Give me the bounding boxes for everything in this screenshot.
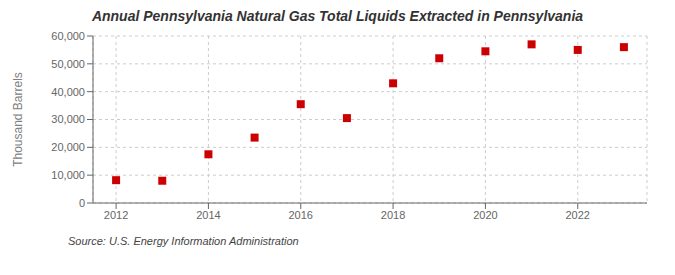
svg-text:2020: 2020: [473, 209, 497, 221]
svg-text:2016: 2016: [289, 209, 313, 221]
html-text:Source: U.S. Energy Informatio: Source: U.S. Energy Information Administ…: [68, 235, 299, 247]
svg-text:10,000: 10,000: [51, 169, 85, 181]
svg-text:2012: 2012: [104, 209, 128, 221]
svg-text:20,000: 20,000: [51, 141, 85, 153]
svg-text:2022: 2022: [566, 209, 590, 221]
svg-text:60,000: 60,000: [51, 30, 85, 42]
svg-text:2018: 2018: [381, 209, 405, 221]
svg-text:2014: 2014: [196, 209, 220, 221]
svg-text:40,000: 40,000: [51, 86, 85, 98]
html-text:Annual Pennsylvania Natural Ga: Annual Pennsylvania Natural Gas Total Li…: [91, 8, 584, 24]
svg-text:50,000: 50,000: [51, 58, 85, 70]
svg-text:0: 0: [79, 197, 85, 209]
svg-text:Thousand Barrels: Thousand Barrels: [11, 72, 25, 167]
svg-text:30,000: 30,000: [51, 113, 85, 125]
